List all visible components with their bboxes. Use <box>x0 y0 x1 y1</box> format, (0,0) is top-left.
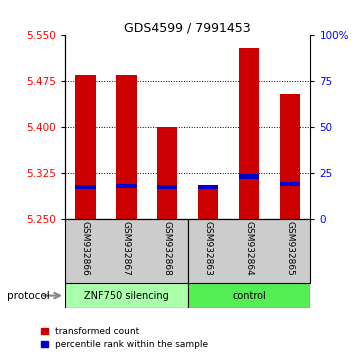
Bar <box>239 48 259 219</box>
Legend: transformed count, percentile rank within the sample: transformed count, percentile rank withi… <box>41 327 208 349</box>
Text: GSM932863: GSM932863 <box>204 221 213 276</box>
Text: GSM932865: GSM932865 <box>286 221 295 276</box>
Bar <box>280 182 300 186</box>
Bar <box>65 219 188 283</box>
Bar <box>198 185 218 189</box>
Bar <box>198 186 218 219</box>
Bar <box>188 219 310 283</box>
Text: GSM932868: GSM932868 <box>163 221 172 276</box>
Text: GSM932864: GSM932864 <box>245 221 253 276</box>
Title: GDS4599 / 7991453: GDS4599 / 7991453 <box>125 21 251 34</box>
Bar <box>116 75 136 219</box>
Bar <box>157 185 178 189</box>
Text: ZNF750 silencing: ZNF750 silencing <box>84 291 169 301</box>
Bar <box>157 127 178 219</box>
Text: GSM932867: GSM932867 <box>122 221 131 276</box>
Bar <box>280 94 300 219</box>
Bar <box>188 283 310 308</box>
Bar <box>65 283 188 308</box>
Bar <box>239 175 259 179</box>
Bar <box>116 184 136 188</box>
Text: control: control <box>232 291 266 301</box>
Bar <box>75 75 96 219</box>
Text: GSM932866: GSM932866 <box>81 221 90 276</box>
Text: protocol: protocol <box>7 291 50 301</box>
Bar <box>75 185 96 189</box>
